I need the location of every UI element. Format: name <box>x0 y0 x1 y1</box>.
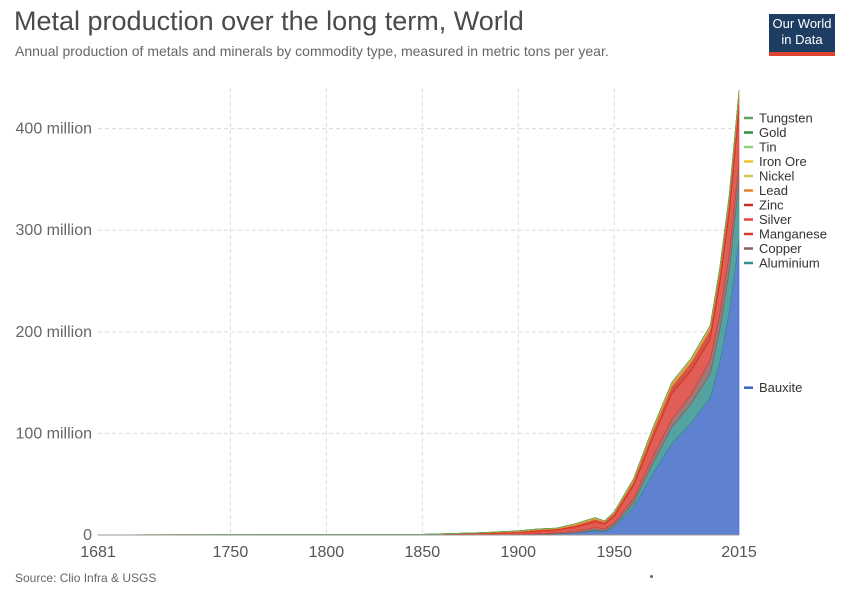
y-tick-label: 400 million <box>16 121 92 138</box>
legend-label-aluminium: Aluminium <box>759 256 820 271</box>
legend-label-tin: Tin <box>759 140 777 155</box>
x-tick-label: 1950 <box>596 544 632 561</box>
legend-label-gold: Gold <box>759 125 786 140</box>
x-tick-label: 1681 <box>80 544 116 561</box>
chart-title: Metal production over the long term, Wor… <box>14 6 524 36</box>
y-tick-label: 0 <box>83 527 92 544</box>
x-tick-label: 2015 <box>721 544 757 561</box>
source-note[interactable]: Source: Clio Infra & USGS <box>15 571 157 585</box>
legend-label-iron-ore: Iron Ore <box>759 154 807 169</box>
y-tick-label: 300 million <box>16 222 92 239</box>
logo-accent-bar <box>769 52 835 56</box>
x-tick-label: 1800 <box>309 544 345 561</box>
owid-logo[interactable]: Our World in Data <box>769 14 835 56</box>
y-tick-label: 100 million <box>16 425 92 442</box>
legend-label-lead: Lead <box>759 183 788 198</box>
x-tick-label: 1750 <box>213 544 249 561</box>
x-tick-label: 1850 <box>405 544 441 561</box>
footer-dot <box>650 575 653 578</box>
legend-label-bauxite: Bauxite <box>759 380 802 395</box>
area-manganese <box>98 111 740 536</box>
chart-subtitle: Annual production of metals and minerals… <box>15 43 609 59</box>
legend-label-nickel: Nickel <box>759 169 795 184</box>
legend-label-manganese: Manganese <box>759 227 827 242</box>
legend-label-copper: Copper <box>759 241 802 256</box>
y-tick-label: 200 million <box>16 324 92 341</box>
x-tick-label: 1900 <box>500 544 536 561</box>
logo-line2: in Data <box>781 32 823 47</box>
legend-label-zinc: Zinc <box>759 198 784 213</box>
legend-label-silver: Silver <box>759 212 792 227</box>
legend-label-tungsten: Tungsten <box>759 111 813 126</box>
area-tungsten <box>97 90 740 536</box>
logo-line1: Our World <box>772 16 832 31</box>
